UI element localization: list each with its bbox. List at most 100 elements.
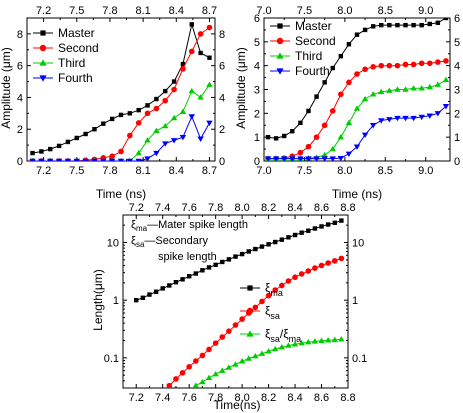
series-second-point [109, 153, 115, 160]
series-second-point [180, 66, 186, 72]
series--sa-ma-point [212, 371, 219, 377]
series--ma-point [246, 249, 251, 254]
series-fourth-point [289, 156, 296, 161]
series-fourth-point [281, 156, 288, 161]
annotation-rest: —Mater spike length [147, 219, 248, 231]
series-master-point [395, 22, 400, 28]
series-master-point [435, 20, 441, 25]
series--sa-line [168, 257, 342, 386]
series-fourth-point [162, 141, 169, 147]
series--sa-point [179, 370, 186, 376]
y-tick-label-right: 0 [454, 156, 460, 168]
series-fourth-point [337, 155, 345, 161]
series--ma-point [325, 222, 331, 227]
series--ma-point [160, 286, 165, 291]
series-second-point [346, 79, 352, 86]
series-master-point [290, 129, 295, 134]
legend-label-slash: /ξ [280, 327, 289, 341]
legend-marker [39, 44, 47, 52]
x-tick-label: 8.1 [135, 165, 150, 177]
series-fourth-point [361, 132, 369, 138]
series-master-point [338, 53, 344, 59]
y-axis-title: Length(μm) [91, 269, 105, 331]
series--ma-point [200, 268, 205, 273]
x-tick-label-top: 8.1 [135, 5, 150, 17]
series--ma-point [226, 257, 232, 262]
series-master-point [48, 146, 53, 152]
x-tick-label: 8.2 [261, 392, 276, 404]
series-fourth-point [179, 134, 187, 141]
legend-label: ξsa [265, 304, 280, 321]
y-tick-label-right: 6 [219, 61, 225, 73]
series-fourth-point [55, 158, 63, 161]
y-tick-label: 8 [17, 29, 23, 41]
y-tick-label: 4 [17, 92, 23, 104]
series--sa-point [318, 262, 325, 269]
y-tick-label-right: 1 [352, 295, 358, 307]
series-master-point [411, 22, 416, 28]
series--ma-point [173, 280, 179, 285]
series-third-point [179, 108, 187, 114]
annotation-text: spike length [158, 251, 217, 263]
y-tick-label: 1 [113, 295, 119, 307]
x-tick-label-top: 8.8 [340, 202, 355, 214]
legend-label-subscript: ma [270, 288, 283, 298]
series--sa-ma-point [305, 338, 312, 345]
x-tick-label: 7.0 [256, 165, 271, 177]
panel-top-right-amplitude-chart: 7.0 7.0 7.5 7.5 8.0 8.0 8.5 8.5 9.0 9.0 0 0 1 1 2 2 3 3 4 4… [234, 5, 460, 201]
series--ma-point [233, 254, 238, 259]
series--ma-point [279, 237, 285, 242]
series--sa-point [338, 255, 345, 262]
series-third-point [345, 119, 353, 126]
x-tick-label: 8.0 [234, 392, 249, 404]
series-third-point [386, 87, 393, 93]
series--sa-ma-point [199, 378, 206, 385]
series--ma-point [253, 246, 258, 252]
series-third-point [188, 87, 195, 94]
series-third-point [426, 83, 433, 90]
x-tick-label: 8.4 [169, 165, 184, 177]
legend-label: Second [295, 34, 336, 48]
series-master-point [39, 149, 44, 154]
series-master-point [354, 32, 360, 37]
series-second-point [127, 132, 133, 139]
series--sa-point [312, 265, 318, 271]
y-tick-label-right: 5 [454, 37, 460, 49]
series--sa-point [232, 322, 239, 328]
y-tick-label-right: 2 [219, 124, 225, 136]
x-tick-label: 7.4 [155, 392, 170, 404]
series-second-point [370, 64, 376, 70]
panel-top-left-amplitude-chart: 7.27.27.57.57.87.88.18.18.48.48.78.70 02 2… [0, 5, 225, 201]
series-fourth-point [329, 156, 336, 161]
series-third-point [170, 114, 178, 121]
series-fourth-point [386, 117, 393, 123]
series--ma-point [332, 220, 337, 225]
legend-marker [246, 330, 254, 337]
series--sa-ma-point [265, 348, 272, 354]
series--ma-point [239, 251, 245, 257]
series-fourth-point [305, 156, 312, 161]
y-tick-label-right: 4 [454, 61, 460, 73]
series-fourth-point [29, 158, 36, 161]
x-tick-label-top: 8.4 [287, 202, 302, 214]
series-third-point [361, 95, 369, 102]
series-fourth-point [170, 138, 178, 144]
y-tick-label-right: 8 [219, 29, 225, 41]
legend-label: Third [58, 56, 85, 70]
series-master-point [145, 103, 150, 108]
series-fourth-point [297, 156, 304, 161]
series-master-point [101, 121, 106, 126]
legend-marker [277, 23, 283, 29]
y-tick-label: 6 [17, 61, 23, 73]
series--sa-point [285, 278, 292, 284]
series-second-point [313, 134, 320, 140]
axes-frame [122, 214, 349, 389]
legend-label: Fourth [58, 71, 93, 85]
series--sa-point [166, 382, 173, 388]
series-master-point [163, 88, 168, 94]
legend-marker [276, 37, 284, 45]
series-third-point [410, 85, 417, 91]
series--ma-point [213, 262, 218, 268]
series--sa-ma-point [331, 336, 338, 343]
y-tick-label: 10 [107, 238, 119, 250]
